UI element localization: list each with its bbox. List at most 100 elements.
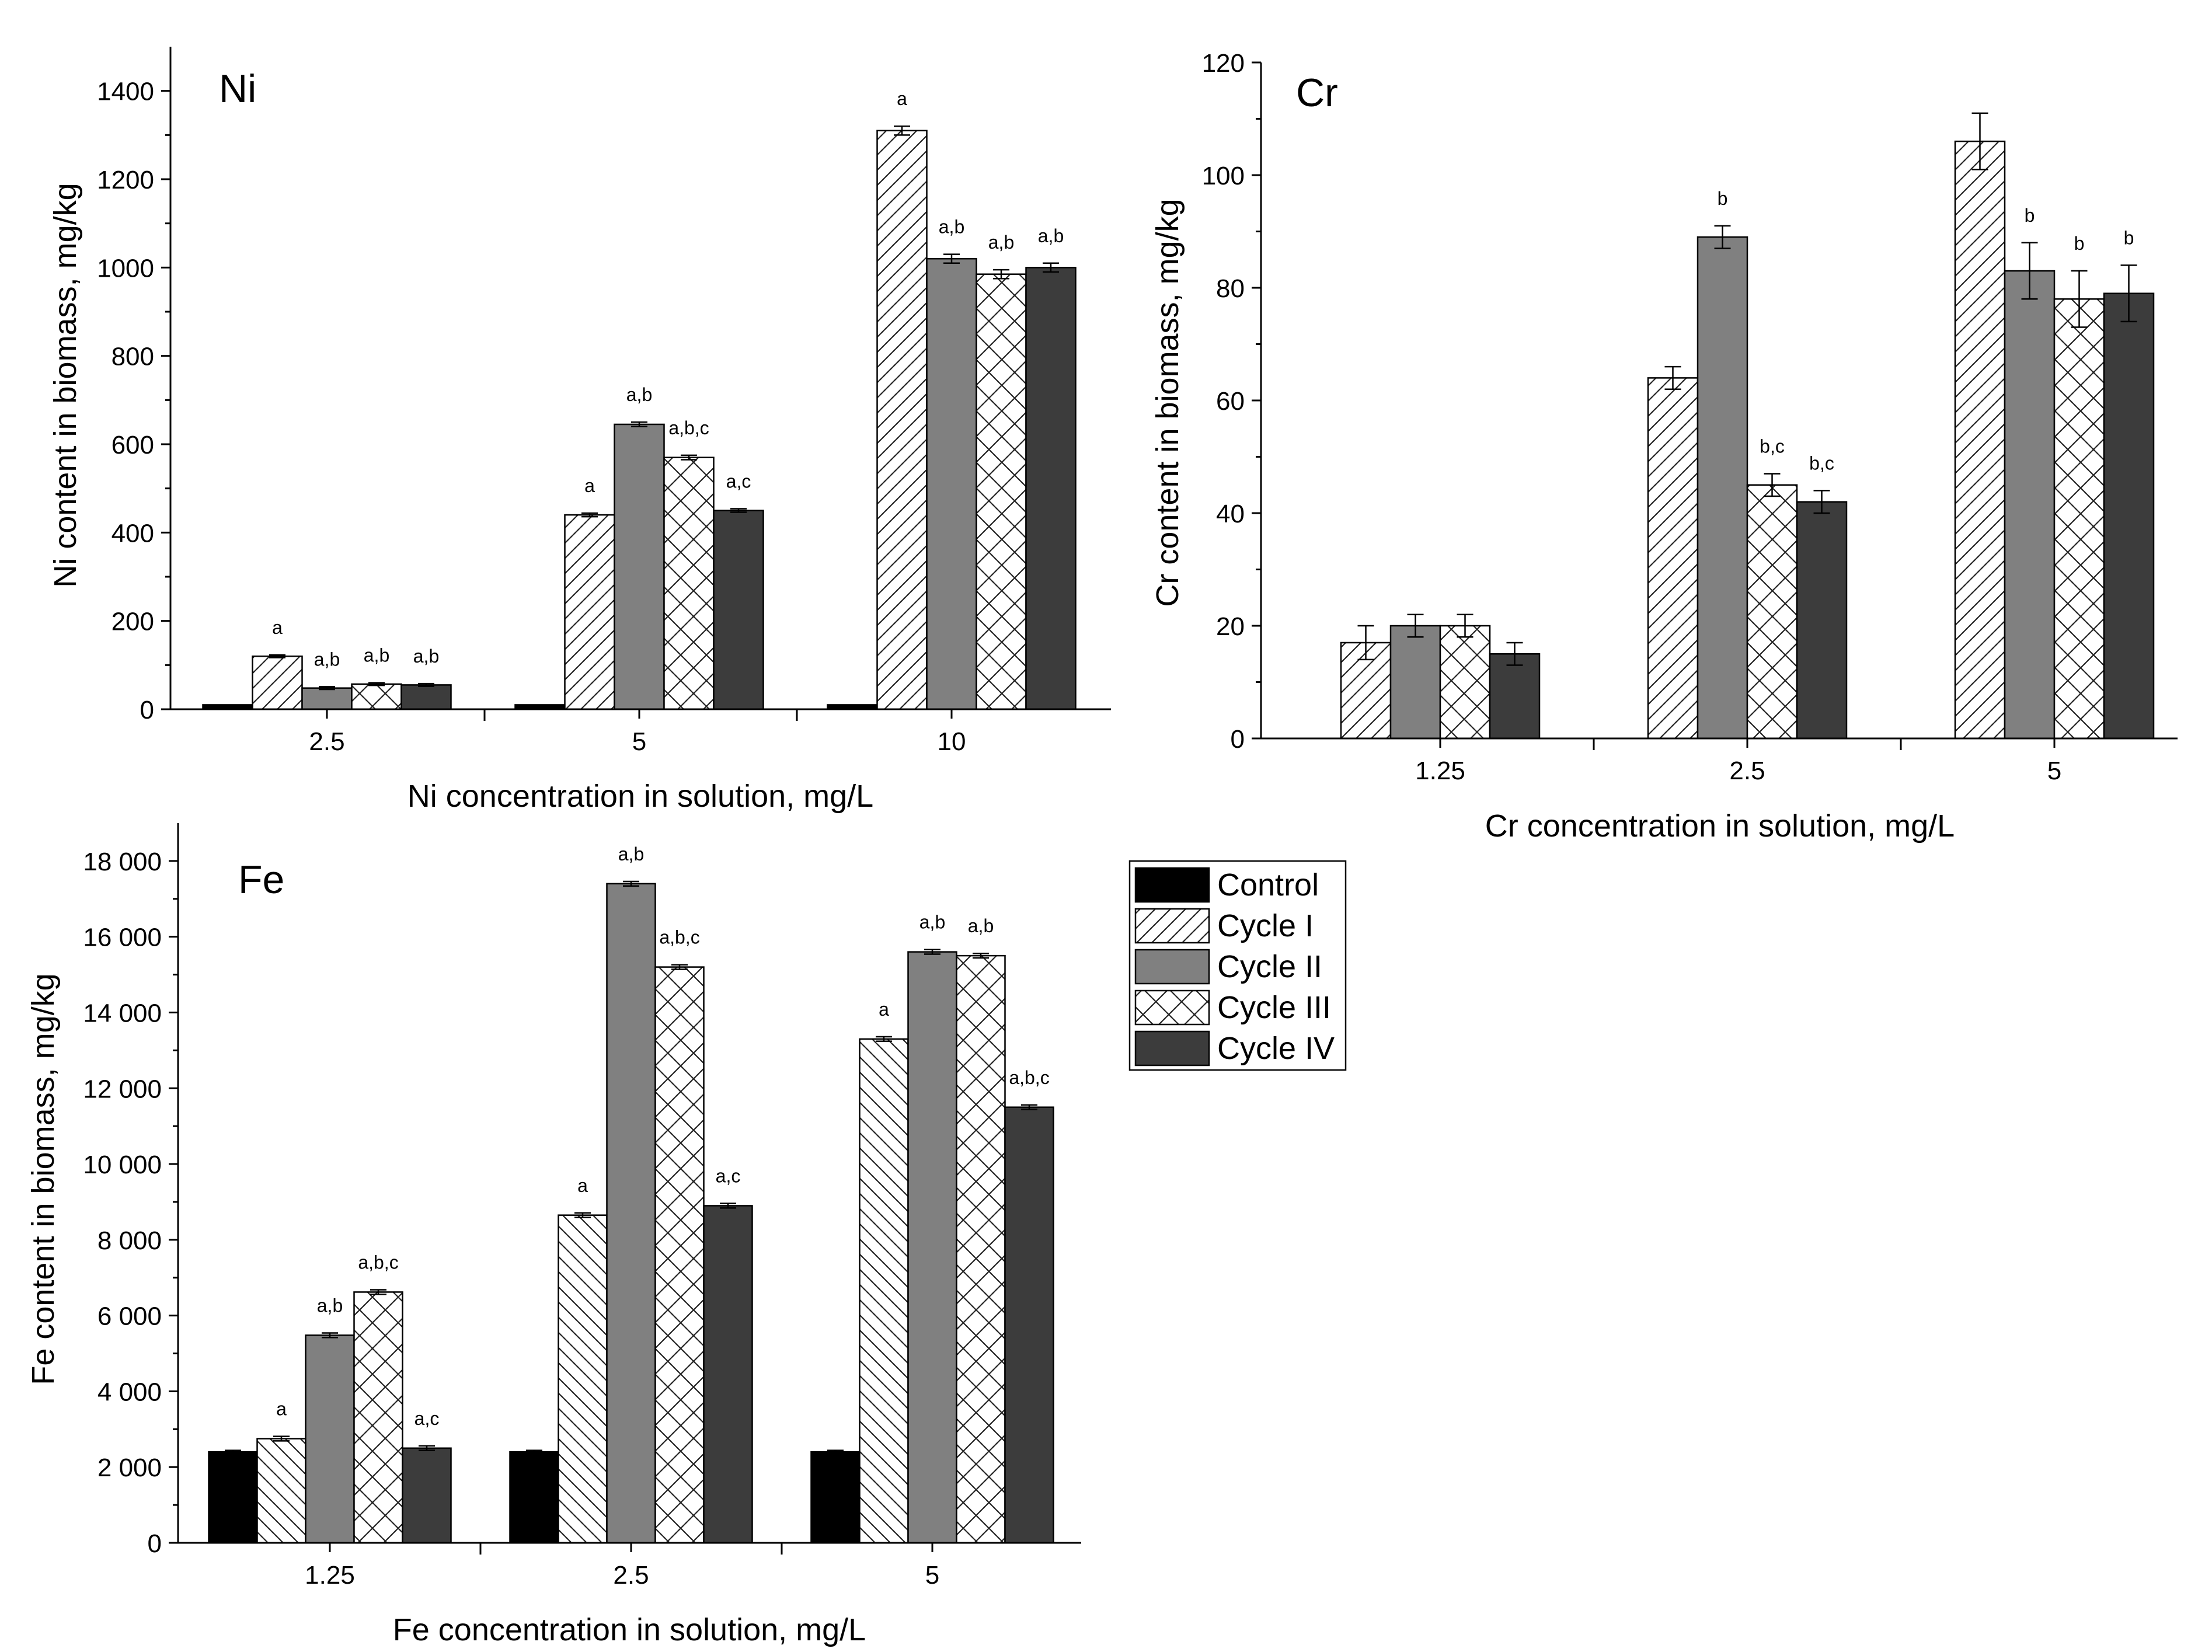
ni-x-tick-label-10: 10: [938, 727, 966, 756]
ni-sig-label-cycle-ii-2-5: a,b: [314, 649, 340, 670]
ni-errorbar-cycle-iii-2-5: [368, 682, 385, 686]
legend-swatch-cycle-iii: [1134, 989, 1210, 1026]
ni-bar-cycle-ii-5: [614, 423, 665, 710]
fe-bar-cycle-ii-5: [907, 951, 957, 1544]
cr-errorbar-cycle-i-1-25: [1357, 625, 1374, 661]
cr-sig-label-cycle-iv-2-5: b,c: [1809, 452, 1834, 473]
fe-bar-cycle-i-5: [859, 1038, 909, 1544]
legend-swatch-cycle-iv: [1134, 1030, 1210, 1067]
cr-bar-cycle-i-2-5: [1647, 377, 1699, 740]
ni-bar-cycle-ii-2-5: [301, 687, 353, 710]
ni-bar-cycle-iii-10: [976, 273, 1027, 710]
ni-chart: Ni Ni concentration in solution, mg/L Ni…: [48, 47, 1111, 814]
fe-bar-control-1-25: [208, 1451, 258, 1544]
fe-sig-label-cycle-i-2-5: a: [577, 1175, 588, 1196]
cr-y-axis-label: Cr content in biomass, mg/kg: [1150, 198, 1185, 607]
fe-bar-cycle-ii-2-5: [606, 883, 656, 1544]
fe-errorbar-cycle-i-1-25: [273, 1435, 290, 1442]
fe-errorbar-control-1-25: [225, 1449, 241, 1455]
ni-panel-label: Ni: [219, 67, 256, 111]
fe-bar-control-5: [810, 1451, 861, 1544]
fe-errorbar-cycle-iv-1-25: [419, 1445, 435, 1451]
fe-panel-label: Fe: [238, 858, 284, 902]
fe-bar-cycle-iv-2-5: [703, 1205, 753, 1544]
cr-errorbar-cycle-ii-1-25: [1407, 614, 1424, 638]
ni-x-tick-label-2-5: 2.5: [309, 727, 344, 756]
ni-bar-cycle-iii-2-5: [351, 683, 402, 710]
fe-y-tick-label: 16 000: [83, 923, 162, 952]
fe-y-tick-label: 0: [148, 1529, 162, 1558]
cr-errorbar-cycle-ii-2-5: [1714, 225, 1731, 249]
fe-errorbar-cycle-i-5: [876, 1036, 892, 1043]
cr-errorbar-cycle-i-5: [1971, 112, 1988, 170]
cr-errorbar-cycle-iv-2-5: [1813, 490, 1830, 514]
fe-sig-label-cycle-i-5: a: [879, 999, 889, 1020]
fe-errorbar-cycle-ii-1-25: [322, 1332, 338, 1339]
ni-bar-cycle-iii-5: [663, 456, 715, 710]
cr-errorbar-cycle-i-2-5: [1664, 365, 1681, 390]
fe-sig-label-cycle-iv-5: a,b,c: [1009, 1067, 1049, 1088]
cr-panel-label: Cr: [1296, 71, 1338, 115]
fe-errorbar-cycle-iii-1-25: [370, 1289, 386, 1295]
fe-y-tick-label: 18 000: [83, 848, 162, 876]
fe-x-tick-label-5: 5: [925, 1561, 939, 1590]
cr-chart: Cr Cr concentration in solution, mg/L Cr…: [1150, 49, 2178, 844]
ni-bar-cycle-i-2-5: [252, 655, 303, 710]
cr-bar-cycle-i-5: [1954, 140, 2006, 740]
ni-sig-label-cycle-ii-10: a,b: [939, 217, 964, 238]
fe-bar-cycle-iii-1-25: [353, 1291, 403, 1544]
fe-sig-label-cycle-i-1-25: a: [276, 1399, 287, 1420]
legend: Control Cycle I Cycle II Cycle III Cycle IV: [1128, 860, 1347, 1071]
fe-sig-label-cycle-iv-1-25: a,c: [414, 1408, 440, 1429]
cr-bar-cycle-iii-1-25: [1439, 625, 1491, 740]
cr-bar-cycle-iv-5: [2103, 292, 2155, 740]
cr-bar-cycle-ii-5: [2004, 270, 2056, 740]
fe-y-tick-label: 14 000: [83, 999, 162, 1027]
fe-bar-cycle-iv-1-25: [402, 1447, 452, 1544]
ni-sig-label-cycle-iii-2-5: a,b: [364, 645, 389, 666]
cr-sig-label-cycle-iii-5: b: [2074, 233, 2085, 254]
ni-sig-label-cycle-i-2-5: a: [272, 617, 283, 638]
ni-errorbar-cycle-ii-2-5: [319, 686, 335, 691]
fe-errorbar-control-2-5: [526, 1449, 542, 1455]
legend-label-cycle-iv: Cycle IV: [1217, 1031, 1335, 1066]
legend-swatch-cycle-ii: [1134, 949, 1210, 985]
legend-label-cycle-i: Cycle I: [1217, 908, 1314, 943]
cr-bar-cycle-ii-1-25: [1389, 625, 1441, 740]
ni-bar-cycle-ii-10: [926, 257, 977, 710]
ni-y-tick-label: 0: [140, 696, 154, 724]
fe-y-tick-label: 2 000: [97, 1454, 162, 1482]
fe-errorbar-cycle-iii-2-5: [671, 964, 688, 970]
ni-y-tick-label: 1000: [97, 254, 154, 283]
fe-x-tick-label-1-25: 1.25: [305, 1561, 355, 1590]
cr-errorbar-cycle-iii-5: [2071, 270, 2088, 328]
cr-bar-cycle-iv-2-5: [1796, 501, 1848, 740]
cr-sig-label-cycle-iii-2-5: b,c: [1760, 435, 1785, 456]
ni-bar-cycle-iv-10: [1025, 267, 1077, 710]
fe-errorbar-cycle-ii-2-5: [623, 880, 639, 887]
fe-y-tick-label: 12 000: [83, 1075, 162, 1103]
cr-bar-cycle-iii-2-5: [1746, 484, 1798, 740]
ni-sig-label-cycle-i-5: a: [584, 475, 595, 496]
cr-sig-label-cycle-ii-2-5: b: [1718, 188, 1728, 209]
fe-bar-cycle-i-1-25: [256, 1438, 306, 1544]
ni-errorbar-cycle-iii-5: [681, 454, 697, 461]
ni-bar-cycle-i-10: [876, 130, 928, 710]
fe-errorbar-control-5: [827, 1449, 844, 1455]
cr-sig-label-cycle-ii-5: b: [2025, 205, 2035, 226]
ni-errorbar-cycle-iii-10: [993, 269, 1009, 280]
fe-sig-label-cycle-ii-1-25: a,b: [317, 1295, 343, 1316]
fe-errorbar-cycle-i-2-5: [574, 1212, 591, 1218]
cr-y-tick-label: 120: [1202, 49, 1245, 78]
ni-y-tick-label: 600: [112, 431, 154, 459]
cr-errorbar-cycle-iii-1-25: [1457, 614, 1473, 638]
ni-bar-cycle-iv-5: [713, 510, 764, 710]
ni-bar-cycle-i-5: [564, 514, 615, 710]
ni-errorbar-cycle-iv-5: [730, 508, 747, 513]
ni-sig-label-cycle-iv-10: a,b: [1038, 225, 1064, 246]
ni-y-tick-label: 1200: [97, 166, 154, 194]
fe-bar-cycle-ii-1-25: [305, 1334, 355, 1544]
legend-label-cycle-iii: Cycle III: [1217, 990, 1331, 1025]
fe-y-tick-label: 6 000: [97, 1302, 162, 1331]
legend-swatch-cycle-i: [1134, 908, 1210, 944]
